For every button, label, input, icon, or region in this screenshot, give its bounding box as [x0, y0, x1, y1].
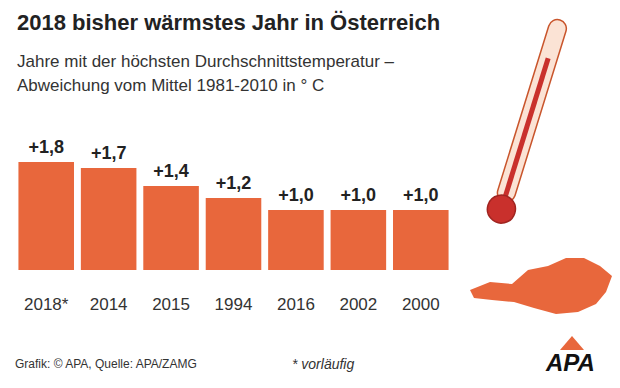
- svg-text:* vorläufig: * vorläufig: [292, 356, 354, 372]
- svg-text:+1,8: +1,8: [28, 137, 64, 157]
- svg-text:2014: 2014: [90, 295, 128, 314]
- svg-text:1994: 1994: [215, 295, 253, 314]
- svg-text:2018 bisher wärmstes Jahr in Ö: 2018 bisher wärmstes Jahr in Österreich: [17, 10, 440, 35]
- svg-text:+1,4: +1,4: [153, 161, 189, 181]
- svg-text:Jahre mit der höchsten Durchsc: Jahre mit der höchsten Durchschnittstemp…: [17, 52, 395, 71]
- svg-text:+1,2: +1,2: [216, 173, 252, 193]
- svg-text:Abweichung vom Mittel 1981-201: Abweichung vom Mittel 1981-2010 in ° C: [17, 76, 324, 95]
- svg-text:Grafik: © APA, Quelle: APA/ZAM: Grafik: © APA, Quelle: APA/ZAMG: [15, 357, 197, 371]
- svg-text:+1,0: +1,0: [403, 185, 439, 205]
- svg-text:2002: 2002: [339, 295, 377, 314]
- svg-text:2000: 2000: [402, 295, 440, 314]
- svg-text:2018*: 2018*: [24, 295, 69, 314]
- svg-text:+1,0: +1,0: [341, 185, 377, 205]
- svg-text:APA: APA: [545, 349, 595, 376]
- svg-text:2016: 2016: [277, 295, 315, 314]
- svg-text:+1,0: +1,0: [278, 185, 314, 205]
- svg-text:+1,7: +1,7: [91, 143, 127, 163]
- svg-text:2015: 2015: [152, 295, 190, 314]
